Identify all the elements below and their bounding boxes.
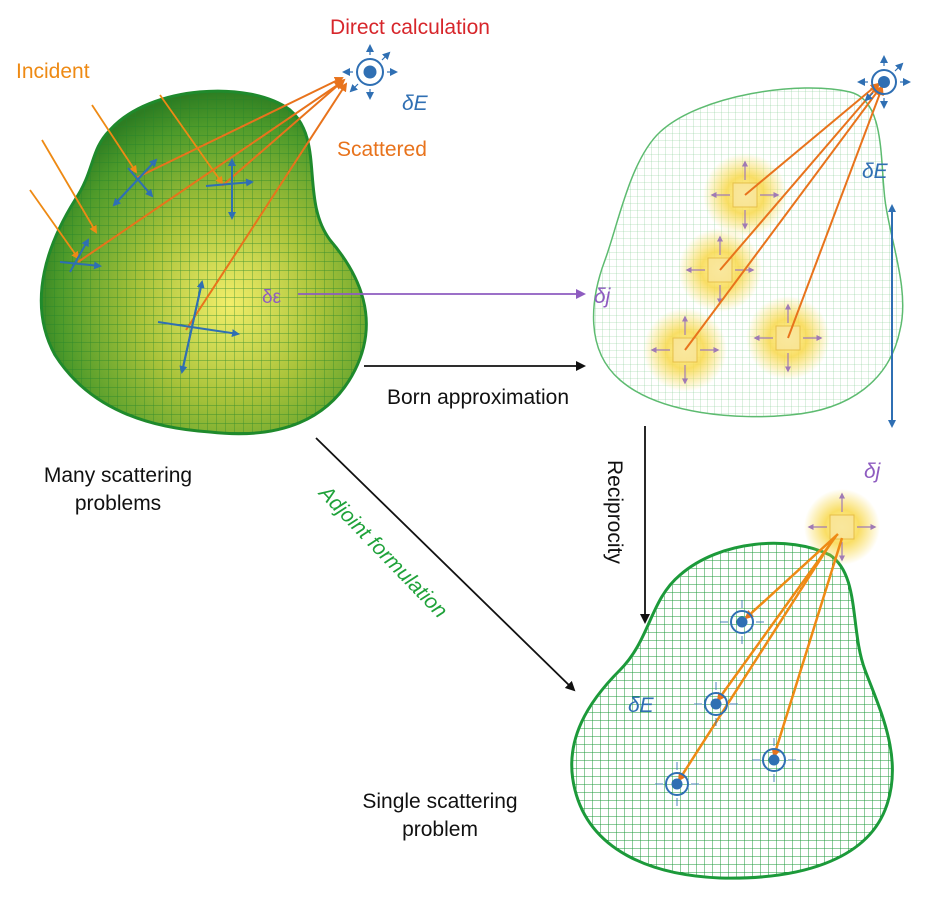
delta-j-label-mid: δj [594,285,612,308]
detector-icon [342,44,398,100]
reciprocity-label: Reciprocity [603,460,626,564]
delta-e-label-bottom: δE [628,694,655,717]
left-mesh-body [39,89,368,436]
adjoint-formulation-arrow [315,437,576,692]
delta-eps-label: δε [262,287,282,308]
scattered-label: Scattered [337,138,427,161]
adjoint-mesh-body [570,541,894,880]
adjoint-rays [677,533,844,782]
born-approximation-label: Born approximation [387,386,569,409]
single-scattering-label-line1: Single scattering [362,790,517,813]
dipole-markers-left [59,158,254,374]
adjoint-detectors [655,600,796,806]
delta-e-label-right: δE [862,160,889,183]
detector-icon-right [857,55,911,109]
born-scattered-rays [684,82,884,351]
scattered-rays [77,77,348,331]
direct-calculation-label: Direct calculation [330,16,490,39]
single-scattering-label-line2: problem [402,818,478,841]
delta-e-label-top: δE [402,92,429,115]
many-scattering-label-line2: problems [75,492,161,515]
incident-rays [29,94,224,260]
many-scattering-label-line1: Many scattering [44,464,192,487]
adjoint-source [804,489,880,565]
delta-j-label-bottom: δj [864,460,882,483]
incident-label: Incident [16,60,90,83]
